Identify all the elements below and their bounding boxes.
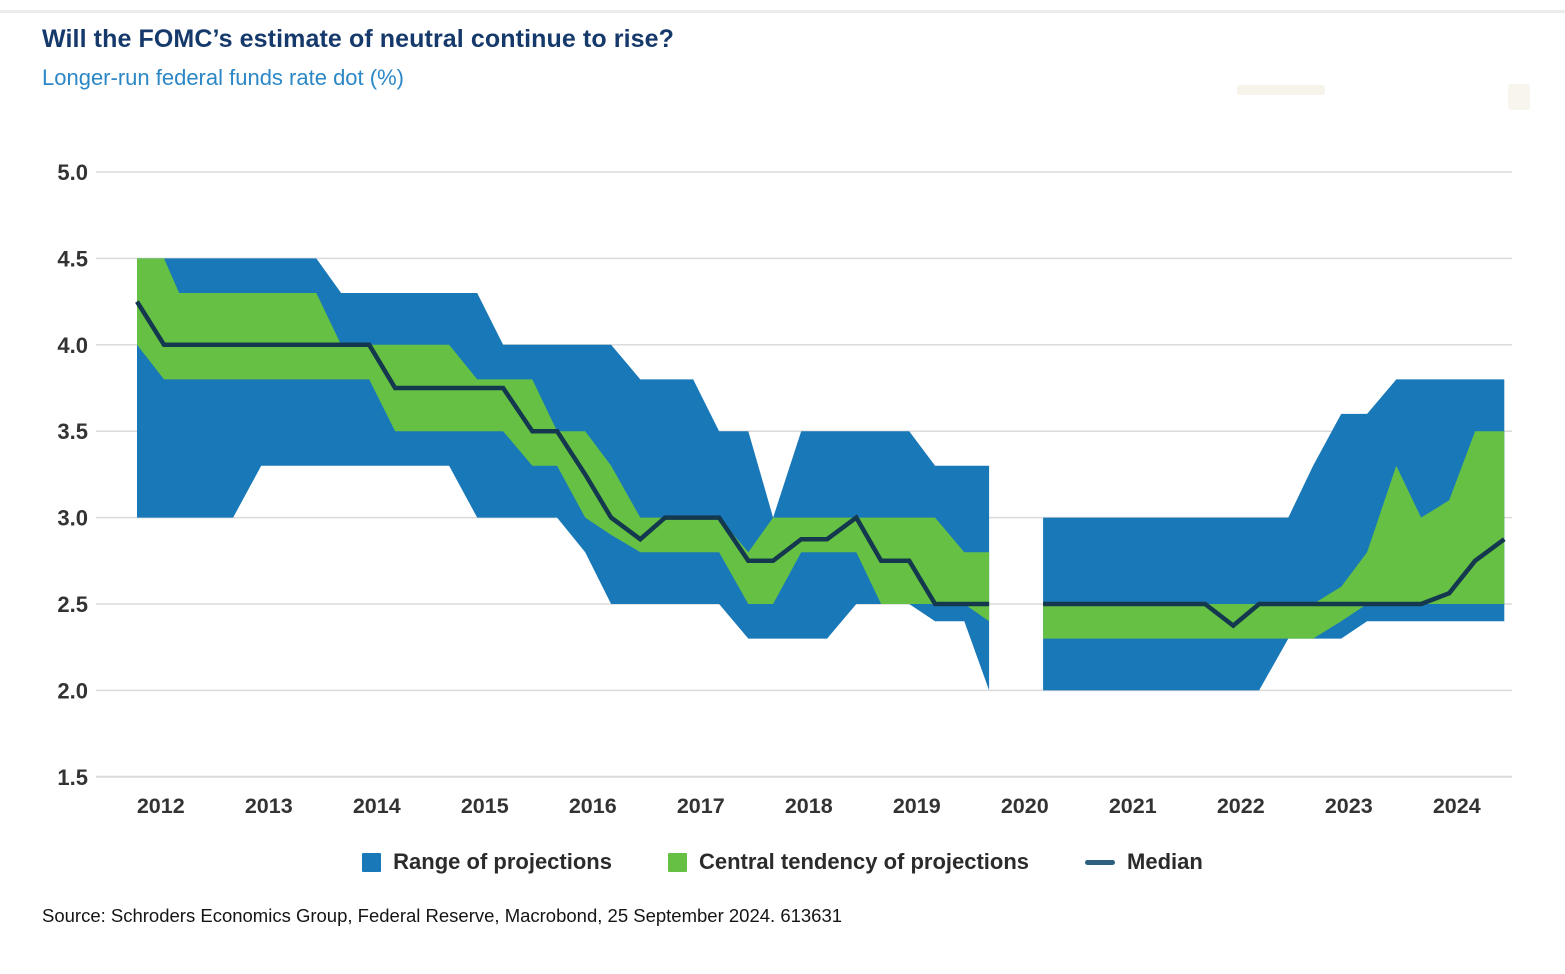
y-axis-tick-label: 2.5 (57, 592, 88, 617)
median-line-segment (135, 300, 990, 607)
central-tendency-band (1043, 431, 1505, 639)
page-subtitle: Longer-run federal funds rate dot (%) (42, 65, 404, 90)
legend-median-label: Median (1127, 849, 1203, 874)
x-axis-year-label: 2013 (245, 794, 293, 818)
legend-central-tendency-marker (667, 852, 687, 872)
watermark-remnant-corner (1508, 84, 1530, 110)
x-axis-year-label: 2023 (1325, 794, 1373, 818)
watermark-remnant (1237, 85, 1325, 95)
legend-item-central-tendency: Central tendency of projections (667, 849, 1030, 875)
x-axis-year-label: 2021 (1109, 794, 1157, 818)
x-axis-year-label: 2012 (137, 794, 185, 818)
legend-item-median: Median (1085, 849, 1203, 875)
legend-central-tendency-label: Central tendency of projections (698, 849, 1030, 874)
x-axis-year-label: 2024 (1433, 794, 1481, 818)
legend-range-marker (362, 852, 382, 872)
legend-median-marker (1085, 859, 1116, 865)
y-axis-tick-label: 2.0 (57, 678, 88, 703)
x-axis-year-label: 2016 (569, 794, 617, 818)
x-axis-year-label: 2018 (785, 794, 833, 818)
page-title: Will the FOMC’s estimate of neutral cont… (42, 25, 674, 53)
x-axis-year-label: 2015 (461, 794, 509, 818)
legend-item-range: Range of projections (362, 849, 612, 875)
chart-legend: Range of projections Central tendency of … (0, 849, 1565, 875)
y-axis-tick-label: 3.0 (57, 506, 88, 531)
x-axis-year-label: 2019 (893, 794, 941, 818)
top-border-line (0, 10, 1565, 13)
x-axis-year-label: 2022 (1217, 794, 1265, 818)
source-note: Source: Schroders Economics Group, Feder… (42, 905, 843, 926)
y-axis-tick-label: 3.5 (57, 419, 88, 444)
x-axis-year-label: 2017 (677, 794, 725, 818)
y-axis-tick-label: 1.5 (57, 765, 88, 790)
y-axis-tick-label: 4.0 (57, 333, 88, 358)
legend-range-label: Range of projections (393, 849, 612, 874)
y-axis-tick-label: 5.0 (57, 160, 88, 185)
y-axis-tick-label: 4.5 (57, 246, 88, 271)
x-axis-year-label: 2014 (353, 794, 401, 818)
median-line-segment (1043, 537, 1506, 629)
x-axis-year-label: 2020 (1001, 794, 1049, 818)
